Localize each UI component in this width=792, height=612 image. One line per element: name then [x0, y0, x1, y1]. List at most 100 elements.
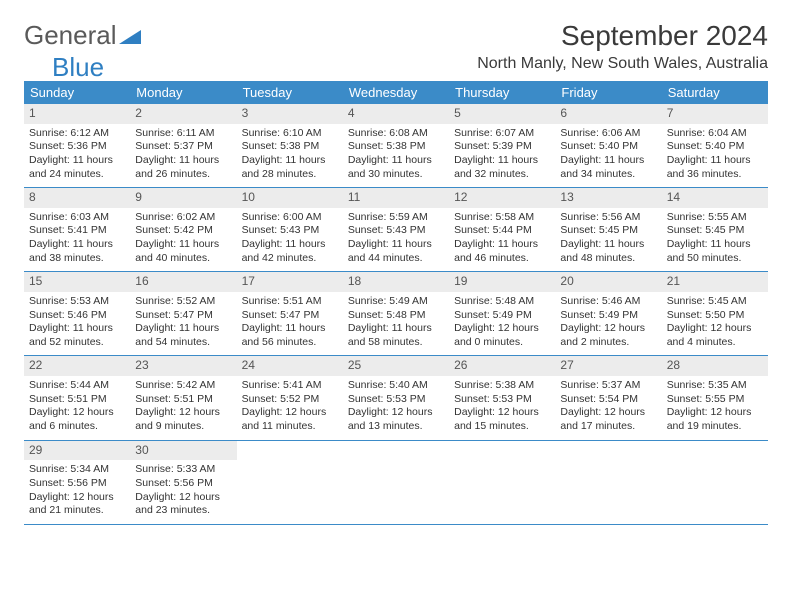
daylight-line2: and 58 minutes.: [348, 336, 444, 350]
daylight-line1: Daylight: 12 hours: [29, 491, 125, 505]
day-cell: 16Sunrise: 5:52 AMSunset: 5:47 PMDayligh…: [130, 272, 236, 355]
sunset-text: Sunset: 5:43 PM: [348, 224, 444, 238]
day-body: Sunrise: 5:41 AMSunset: 5:52 PMDaylight:…: [237, 376, 343, 440]
location: North Manly, New South Wales, Australia: [477, 55, 768, 73]
sunset-text: Sunset: 5:41 PM: [29, 224, 125, 238]
sunrise-text: Sunrise: 6:00 AM: [242, 211, 338, 225]
day-cell: 2Sunrise: 6:11 AMSunset: 5:37 PMDaylight…: [130, 104, 236, 187]
day-number: 14: [662, 188, 768, 208]
day-number: 30: [130, 441, 236, 461]
sunrise-text: Sunrise: 5:44 AM: [29, 379, 125, 393]
week-row: 29Sunrise: 5:34 AMSunset: 5:56 PMDayligh…: [24, 441, 768, 525]
day-body: Sunrise: 6:04 AMSunset: 5:40 PMDaylight:…: [662, 124, 768, 188]
day-body: Sunrise: 5:53 AMSunset: 5:46 PMDaylight:…: [24, 292, 130, 356]
sunset-text: Sunset: 5:56 PM: [135, 477, 231, 491]
day-cell: 11Sunrise: 5:59 AMSunset: 5:43 PMDayligh…: [343, 188, 449, 271]
day-cell: 27Sunrise: 5:37 AMSunset: 5:54 PMDayligh…: [555, 356, 661, 439]
sunset-text: Sunset: 5:53 PM: [348, 393, 444, 407]
daylight-line1: Daylight: 11 hours: [135, 154, 231, 168]
day-number: 2: [130, 104, 236, 124]
day-cell: 8Sunrise: 6:03 AMSunset: 5:41 PMDaylight…: [24, 188, 130, 271]
day-number: 8: [24, 188, 130, 208]
daylight-line1: Daylight: 11 hours: [242, 322, 338, 336]
daylight-line2: and 19 minutes.: [667, 420, 763, 434]
day-body: [662, 460, 768, 469]
day-cell: 7Sunrise: 6:04 AMSunset: 5:40 PMDaylight…: [662, 104, 768, 187]
daylight-line1: Daylight: 11 hours: [135, 322, 231, 336]
sunset-text: Sunset: 5:50 PM: [667, 309, 763, 323]
day-number: 24: [237, 356, 343, 376]
logo-triangle-icon: [119, 26, 141, 44]
daylight-line1: Daylight: 12 hours: [135, 406, 231, 420]
day-number: 29: [24, 441, 130, 461]
sunrise-text: Sunrise: 5:58 AM: [454, 211, 550, 225]
day-cell: 5Sunrise: 6:07 AMSunset: 5:39 PMDaylight…: [449, 104, 555, 187]
logo: General: [24, 20, 143, 51]
sunrise-text: Sunrise: 5:52 AM: [135, 295, 231, 309]
weekday-cell: Friday: [555, 81, 661, 104]
daylight-line2: and 48 minutes.: [560, 252, 656, 266]
day-body: Sunrise: 5:45 AMSunset: 5:50 PMDaylight:…: [662, 292, 768, 356]
sunset-text: Sunset: 5:43 PM: [242, 224, 338, 238]
day-body: Sunrise: 6:06 AMSunset: 5:40 PMDaylight:…: [555, 124, 661, 188]
sunset-text: Sunset: 5:47 PM: [242, 309, 338, 323]
sunrise-text: Sunrise: 5:40 AM: [348, 379, 444, 393]
sunset-text: Sunset: 5:38 PM: [348, 140, 444, 154]
day-cell: 19Sunrise: 5:48 AMSunset: 5:49 PMDayligh…: [449, 272, 555, 355]
day-cell: 1Sunrise: 6:12 AMSunset: 5:36 PMDaylight…: [24, 104, 130, 187]
daylight-line1: Daylight: 12 hours: [348, 406, 444, 420]
daylight-line1: Daylight: 11 hours: [560, 238, 656, 252]
day-body: Sunrise: 6:08 AMSunset: 5:38 PMDaylight:…: [343, 124, 449, 188]
day-number: 28: [662, 356, 768, 376]
sunset-text: Sunset: 5:48 PM: [348, 309, 444, 323]
daylight-line2: and 21 minutes.: [29, 504, 125, 518]
day-number: 10: [237, 188, 343, 208]
daylight-line2: and 40 minutes.: [135, 252, 231, 266]
day-cell: 23Sunrise: 5:42 AMSunset: 5:51 PMDayligh…: [130, 356, 236, 439]
weekday-cell: Saturday: [662, 81, 768, 104]
day-number: 15: [24, 272, 130, 292]
day-body: [449, 460, 555, 469]
weeks-container: 1Sunrise: 6:12 AMSunset: 5:36 PMDaylight…: [24, 104, 768, 525]
daylight-line1: Daylight: 11 hours: [348, 238, 444, 252]
day-cell: 14Sunrise: 5:55 AMSunset: 5:45 PMDayligh…: [662, 188, 768, 271]
daylight-line2: and 44 minutes.: [348, 252, 444, 266]
day-cell: 15Sunrise: 5:53 AMSunset: 5:46 PMDayligh…: [24, 272, 130, 355]
daylight-line2: and 28 minutes.: [242, 168, 338, 182]
sunset-text: Sunset: 5:40 PM: [560, 140, 656, 154]
day-number: 17: [237, 272, 343, 292]
daylight-line2: and 13 minutes.: [348, 420, 444, 434]
day-number: 26: [449, 356, 555, 376]
day-number: [662, 441, 768, 461]
daylight-line2: and 56 minutes.: [242, 336, 338, 350]
month-title: September 2024: [477, 20, 768, 52]
sunrise-text: Sunrise: 6:06 AM: [560, 127, 656, 141]
daylight-line2: and 54 minutes.: [135, 336, 231, 350]
day-cell: 30Sunrise: 5:33 AMSunset: 5:56 PMDayligh…: [130, 441, 236, 524]
day-cell: 3Sunrise: 6:10 AMSunset: 5:38 PMDaylight…: [237, 104, 343, 187]
day-body: Sunrise: 5:52 AMSunset: 5:47 PMDaylight:…: [130, 292, 236, 356]
daylight-line2: and 30 minutes.: [348, 168, 444, 182]
day-cell: 24Sunrise: 5:41 AMSunset: 5:52 PMDayligh…: [237, 356, 343, 439]
day-body: [555, 460, 661, 469]
daylight-line1: Daylight: 12 hours: [135, 491, 231, 505]
sunset-text: Sunset: 5:51 PM: [135, 393, 231, 407]
weekday-cell: Tuesday: [237, 81, 343, 104]
day-cell: [555, 441, 661, 524]
daylight-line2: and 34 minutes.: [560, 168, 656, 182]
day-number: 11: [343, 188, 449, 208]
weekday-cell: Sunday: [24, 81, 130, 104]
sunset-text: Sunset: 5:39 PM: [454, 140, 550, 154]
header: General September 2024 North Manly, New …: [24, 20, 768, 73]
daylight-line2: and 4 minutes.: [667, 336, 763, 350]
sunset-text: Sunset: 5:55 PM: [667, 393, 763, 407]
daylight-line1: Daylight: 11 hours: [454, 238, 550, 252]
sunrise-text: Sunrise: 6:08 AM: [348, 127, 444, 141]
daylight-line2: and 9 minutes.: [135, 420, 231, 434]
sunrise-text: Sunrise: 5:55 AM: [667, 211, 763, 225]
sunrise-text: Sunrise: 6:03 AM: [29, 211, 125, 225]
daylight-line1: Daylight: 11 hours: [667, 238, 763, 252]
day-body: Sunrise: 5:40 AMSunset: 5:53 PMDaylight:…: [343, 376, 449, 440]
daylight-line2: and 23 minutes.: [135, 504, 231, 518]
day-number: 19: [449, 272, 555, 292]
